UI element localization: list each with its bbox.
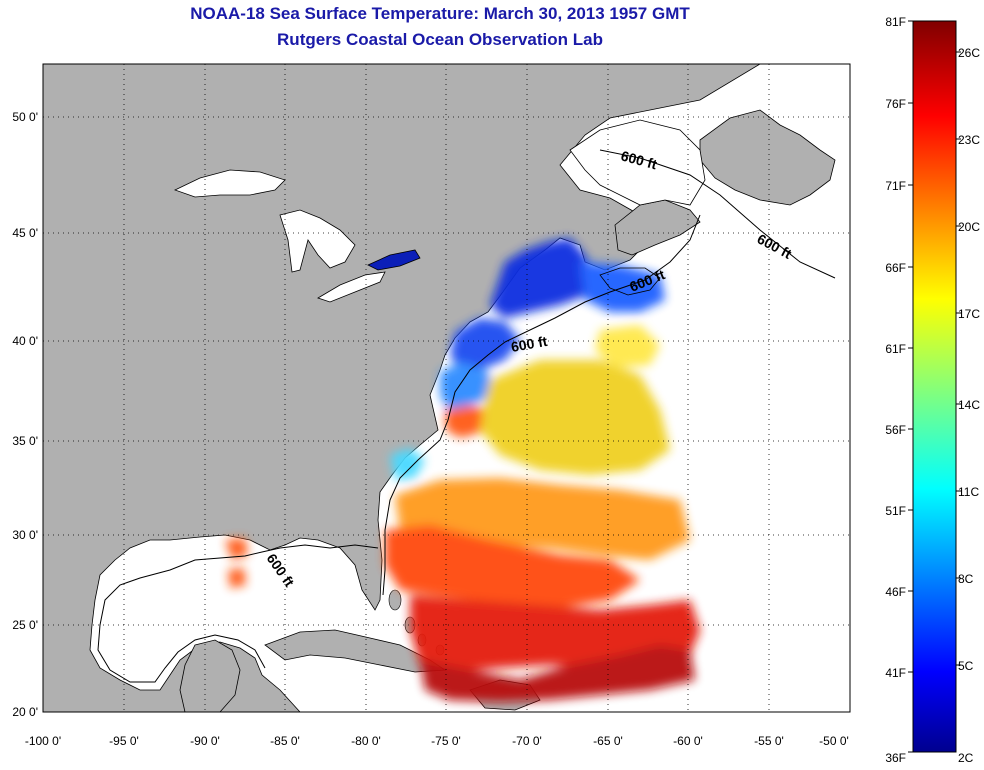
- colorbar-c-label: 5C: [958, 659, 974, 673]
- lat-tick-label: 35 0': [12, 434, 38, 448]
- graticule: [43, 64, 850, 712]
- colorbar-f-label: 36F: [885, 751, 906, 765]
- lon-tick-label: -70 0': [512, 734, 542, 748]
- lake-ontario: [367, 249, 421, 271]
- colorbar-f-label: 81F: [885, 15, 906, 29]
- colorbar-f-label: 56F: [885, 423, 906, 437]
- colorbar-f-label: 41F: [885, 666, 906, 680]
- lat-tick-label: 25 0': [12, 618, 38, 632]
- colorbar-f-label: 76F: [885, 97, 906, 111]
- lake-erie: [317, 271, 386, 303]
- colorbar-f-label: 51F: [885, 504, 906, 518]
- contour-label: 600 ft: [510, 333, 549, 355]
- lat-tick-label: 50 0': [12, 110, 38, 124]
- sst-overlay: [225, 238, 700, 702]
- colorbar-f-label: 46F: [885, 585, 906, 599]
- lake-michigan-huron: [279, 209, 356, 273]
- land-newfoundland: [699, 109, 836, 206]
- colorbar-f-label: 66F: [885, 261, 906, 275]
- lon-tick-label: -50 0': [819, 734, 849, 748]
- colorbar-c-label: 11C: [958, 485, 979, 499]
- map-subtitle: Rutgers Coastal Ocean Observation Lab: [277, 30, 603, 49]
- colorbar-c-label: 17C: [958, 307, 980, 321]
- lon-tick-label: -75 0': [431, 734, 461, 748]
- gulf-st-lawrence: [569, 119, 706, 206]
- lat-tick-label: 30 0': [12, 528, 38, 542]
- lake-superior: [173, 169, 286, 198]
- land-north-america: [43, 64, 761, 712]
- lon-tick-label: -55 0': [754, 734, 784, 748]
- isobath-600ft: [97, 149, 836, 683]
- colorbar-c-label: 8C: [958, 572, 974, 586]
- colorbar-c-label: 20C: [958, 220, 980, 234]
- land-yucatan: [179, 639, 241, 712]
- lon-axis: -100 0' -95 0' -90 0' -85 0' -80 0' -75 …: [25, 734, 849, 748]
- colorbar-c-label: 2C: [958, 751, 974, 765]
- map-frame: [42, 63, 851, 713]
- lat-axis: 50 0' 45 0' 40 0' 35 0' 30 0' 25 0' 20 0…: [12, 110, 38, 719]
- lon-tick-label: -85 0': [270, 734, 300, 748]
- colorbar-f-label: 61F: [885, 342, 906, 356]
- lat-tick-label: 40 0': [12, 334, 38, 348]
- colorbar-c-label: 14C: [958, 398, 980, 412]
- colorbar-f-label: 71F: [885, 179, 906, 193]
- colorbar: 81F 76F 71F 66F 61F 56F 51F 46F 41F 36F …: [885, 15, 980, 765]
- lon-tick-label: -100 0': [25, 734, 61, 748]
- lon-tick-label: -80 0': [351, 734, 381, 748]
- lon-tick-label: -60 0': [673, 734, 703, 748]
- lon-tick-label: -95 0': [109, 734, 139, 748]
- colorbar-gradient: [912, 20, 957, 753]
- lon-tick-label: -65 0': [593, 734, 623, 748]
- lat-tick-label: 20 0': [12, 705, 38, 719]
- colorbar-c-label: 23C: [958, 133, 980, 147]
- map-title: NOAA-18 Sea Surface Temperature: March 3…: [190, 4, 690, 23]
- colorbar-c-label: 26C: [958, 46, 980, 60]
- lat-tick-label: 45 0': [12, 226, 38, 240]
- lon-tick-label: -90 0': [190, 734, 220, 748]
- shelf-outline: [599, 267, 661, 296]
